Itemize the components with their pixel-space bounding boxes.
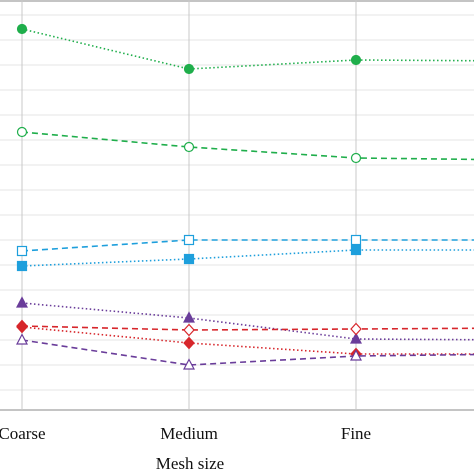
marker <box>183 336 195 350</box>
marker <box>16 320 28 334</box>
marker <box>183 63 195 75</box>
marker <box>350 152 362 164</box>
x-tick-label: Coarse <box>0 424 46 443</box>
series-line <box>21 339 474 366</box>
x-tick-label: Fine <box>341 424 371 443</box>
marker <box>183 141 195 153</box>
marker <box>350 322 362 336</box>
marker <box>183 253 195 265</box>
marker <box>350 244 362 256</box>
marker <box>16 126 28 138</box>
marker <box>350 54 362 66</box>
series-line <box>21 131 474 161</box>
marker <box>16 245 28 257</box>
marker <box>350 349 362 361</box>
series-line <box>21 249 474 267</box>
series-line <box>21 239 474 252</box>
plot-area <box>16 23 474 370</box>
marker <box>183 358 195 370</box>
marker <box>350 332 362 344</box>
marker <box>350 234 362 246</box>
marker <box>16 260 28 272</box>
marker <box>183 311 195 323</box>
marker <box>16 23 28 35</box>
x-tick-label: Medium <box>160 424 218 443</box>
marker <box>16 333 28 345</box>
minor-grid <box>0 14 474 391</box>
series-line <box>21 28 474 70</box>
series-line <box>21 325 474 331</box>
marker <box>183 234 195 246</box>
marker <box>183 323 195 337</box>
series-line <box>21 302 474 341</box>
x-axis-label: Mesh size <box>156 454 224 473</box>
marker <box>16 296 28 308</box>
